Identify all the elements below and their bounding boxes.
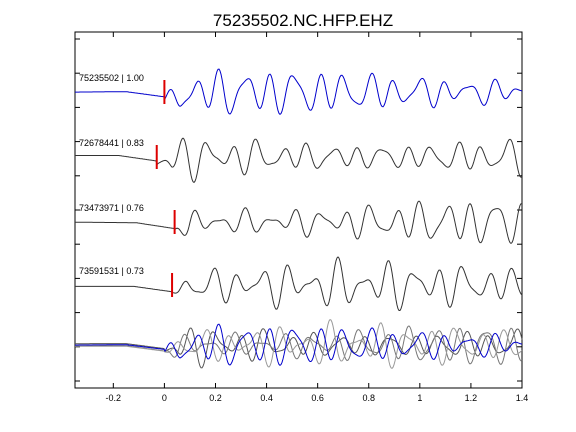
x-tick-label: 0.6 (311, 393, 324, 403)
trace-line (75, 137, 523, 184)
stack-trace-line (75, 318, 523, 370)
trace-label: 72678441 | 0.83 (79, 138, 144, 148)
x-tick-label: 0.8 (362, 393, 375, 403)
x-tick-label: 0.4 (260, 393, 273, 403)
chart-title: 75235502.NC.HFP.EHZ (213, 11, 393, 30)
stack-trace-line (75, 323, 523, 366)
trace-label: 75235502 | 1.00 (79, 73, 144, 83)
y-axis-ticks (75, 38, 522, 382)
x-tick-label: -0.2 (106, 393, 122, 403)
overlay-stack (75, 318, 523, 370)
x-tick-label: 0 (162, 393, 167, 403)
x-axis: -0.2 0 0.2 0.4 0.6 0.8 1 1.2 1.4 (106, 32, 529, 403)
x-tick-label: 1.2 (465, 393, 478, 403)
trace-label: 73473971 | 0.76 (79, 203, 144, 213)
trace-group: 75235502 | 1.00 72678441 | 0.83 73473971 |… (75, 68, 523, 311)
trace-line (75, 200, 522, 245)
x-tick-label: 0.2 (209, 393, 222, 403)
trace-label: 73591531 | 0.73 (79, 266, 144, 276)
x-tick-label: 1.4 (516, 393, 529, 403)
x-tick-label: 1 (417, 393, 422, 403)
trace-line (75, 256, 523, 311)
trace-line (75, 68, 523, 115)
